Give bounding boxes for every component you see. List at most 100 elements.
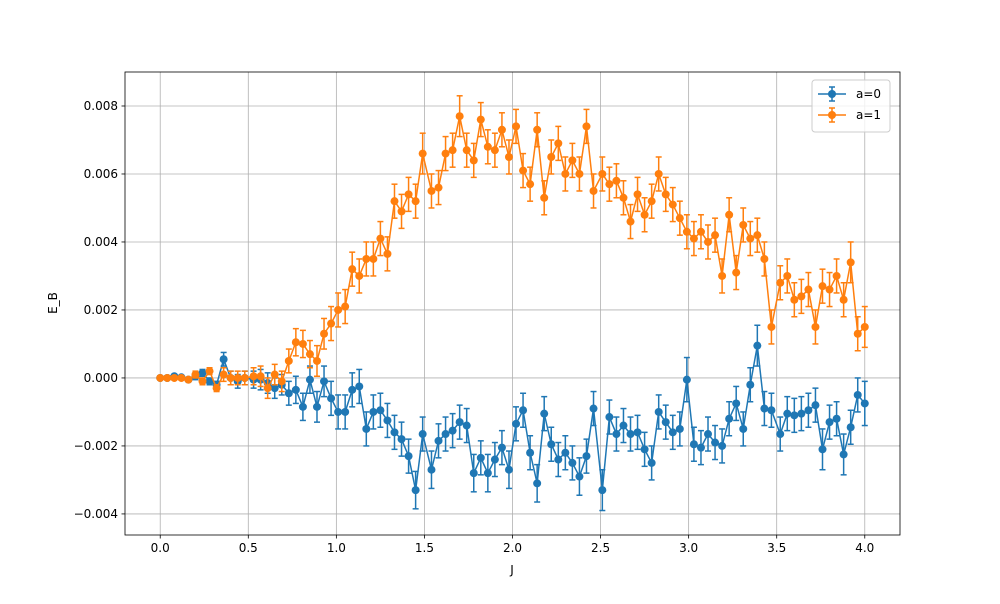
marker [804,285,813,294]
marker [839,295,848,304]
marker [483,469,492,478]
marker [455,112,464,121]
marker [427,465,436,474]
marker [355,382,364,391]
marker [825,285,834,294]
marker [846,423,855,432]
marker [776,278,785,287]
marker [411,486,420,495]
marker [434,436,443,445]
marker [668,428,677,437]
marker [291,385,300,394]
x-tick-label: 1.5 [415,541,434,555]
marker [846,258,855,267]
marker [170,373,179,382]
marker [633,428,642,437]
marker [469,156,478,165]
marker [462,146,471,155]
x-tick-label: 3.0 [679,541,698,555]
y-tick-label: 0.002 [84,303,118,317]
marker [448,426,457,435]
marker [320,329,329,338]
marker [568,458,577,467]
marker [327,319,336,328]
marker [732,399,741,408]
x-tick-label: 1.0 [327,541,346,555]
y-tick-label: 0.008 [84,99,118,113]
marker [312,356,321,365]
x-tick-label: 4.0 [855,541,874,555]
marker [654,169,663,178]
marker [853,329,862,338]
marker [404,452,413,461]
marker [696,227,705,236]
marker [612,430,621,439]
marker [497,443,506,452]
marker [305,375,314,384]
marker [418,430,427,439]
marker [305,350,314,359]
marker [832,414,841,423]
marker [797,409,806,418]
marker [647,197,656,206]
marker [711,231,720,240]
marker [490,146,499,155]
marker [860,322,869,331]
marker [589,404,598,413]
marker [270,384,279,393]
marker [249,372,258,381]
marker [177,373,186,382]
marker [711,438,720,447]
marker [390,428,399,437]
marker [704,430,713,439]
plot-area [156,95,869,512]
marker [661,418,670,427]
marker [334,305,343,314]
marker [284,356,293,365]
marker [790,295,799,304]
marker [519,166,528,175]
marker [434,183,443,192]
y-tick-label: −0.002 [74,439,118,453]
marker [575,169,584,178]
marker [767,322,776,331]
marker [497,125,506,134]
marker [205,367,214,376]
marker [704,237,713,246]
marker [732,268,741,277]
marker [760,254,769,263]
y-tick-label: 0.000 [84,371,118,385]
marker [811,401,820,410]
marker [760,404,769,413]
marker [397,435,406,444]
marker [476,115,485,124]
marker [839,450,848,459]
marker [219,355,228,364]
marker [383,249,392,258]
marker [797,292,806,301]
marker [504,465,513,474]
marker [804,406,813,415]
marker [418,149,427,158]
marker [753,231,762,240]
y-tick-label: −0.004 [74,507,118,521]
marker [256,372,265,381]
marker [668,200,677,209]
marker [462,421,471,430]
marker [441,149,450,158]
marker [348,265,357,274]
marker [519,406,528,415]
marker [263,384,272,393]
marker [526,448,535,457]
marker [675,214,684,223]
x-tick-label: 2.0 [503,541,522,555]
marker [334,407,343,416]
marker [753,341,762,350]
marker [362,424,371,433]
marker [540,409,549,418]
marker [526,180,535,189]
legend: a=0 a=1 [811,79,891,133]
marker [739,424,748,433]
legend-label: a=1 [856,108,881,122]
marker [298,402,307,411]
